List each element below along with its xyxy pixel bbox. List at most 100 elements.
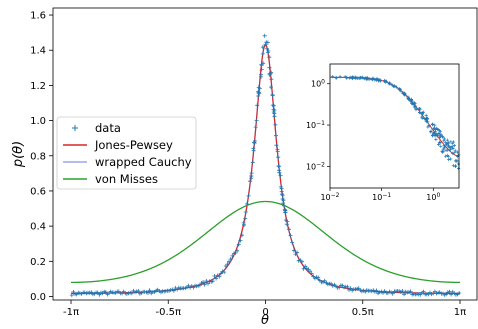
- data-point: [255, 103, 260, 108]
- inset-data-point: [432, 133, 436, 137]
- data-point: [408, 289, 413, 294]
- data-point: [271, 103, 276, 108]
- data-point: [279, 192, 284, 197]
- data-point: [262, 33, 267, 38]
- inset-y-tick-label: 100: [311, 79, 325, 89]
- data-point: [271, 110, 276, 114]
- data-point: [103, 290, 108, 295]
- data-point: [233, 251, 238, 255]
- x-tick-label: 0: [262, 307, 268, 318]
- inset-data-point: [411, 102, 415, 106]
- inset-x-tick-label: 10−2: [320, 192, 339, 202]
- inset-data-point: [401, 91, 405, 95]
- data-point: [316, 275, 321, 280]
- inset-data-point: [413, 104, 418, 108]
- inset-data-point: [418, 111, 422, 115]
- data-point: [308, 269, 313, 274]
- inset-data-point: [434, 128, 438, 132]
- data-point: [374, 288, 379, 293]
- data-point: [259, 67, 264, 72]
- inset-data-point: [388, 81, 392, 85]
- data-point: [284, 222, 289, 227]
- data-point: [288, 233, 293, 238]
- data-point: [251, 148, 256, 153]
- y-tick-label: 1.2: [30, 81, 46, 92]
- data-point: [269, 77, 274, 82]
- data-point: [390, 291, 395, 296]
- inset-data-point: [441, 135, 445, 139]
- data-point: [248, 179, 253, 184]
- data-point: [250, 160, 255, 165]
- inset-data-point: [434, 137, 438, 142]
- data-point: [236, 242, 241, 247]
- data-point: [402, 292, 407, 297]
- inset-data-point: [442, 139, 446, 143]
- data-point: [214, 276, 219, 281]
- data-point: [269, 85, 273, 90]
- data-point: [230, 253, 235, 258]
- data-point: [243, 216, 248, 221]
- data-point: [301, 266, 306, 271]
- inset-data-point: [450, 141, 454, 145]
- data-point: [277, 164, 281, 169]
- y-tick-label: 0.8: [30, 151, 46, 162]
- data-point: [256, 94, 261, 98]
- inset-data-point: [414, 108, 418, 112]
- legend-frame: [56, 116, 197, 190]
- inset-data-point: [455, 159, 459, 163]
- inset-data-point: [447, 158, 451, 162]
- data-point: [295, 250, 300, 255]
- inset-data-point: [442, 137, 447, 141]
- data-point: [449, 292, 454, 297]
- main-plot: -1π -0.5π 0 0.5π 1π 0.0 0.2 0.4 0.6 0.8 1.0 1.2 1.4…: [30, 7, 478, 318]
- data-point: [259, 63, 264, 68]
- data-point: [201, 280, 206, 285]
- data-point: [274, 143, 279, 148]
- data-point: [260, 51, 265, 56]
- data-point: [285, 219, 290, 224]
- inset-data-point: [371, 77, 375, 81]
- data-point: [129, 291, 134, 296]
- series-line-von-misses: [71, 200, 460, 284]
- inset-data-point: [444, 154, 448, 158]
- data-point: [274, 133, 278, 138]
- data-point: [256, 85, 261, 90]
- inset-x-tick-label: 10−1: [372, 192, 391, 202]
- data-point: [329, 281, 334, 286]
- legend-label: von Misses: [95, 172, 158, 186]
- data-point: [206, 281, 210, 286]
- inset-data-point: [455, 150, 460, 154]
- data-point: [457, 291, 462, 295]
- inset-data-point: [437, 131, 441, 135]
- data-point: [171, 288, 176, 293]
- inset-data-point: [335, 76, 339, 80]
- inset-data-point: [351, 75, 355, 79]
- legend-label: Jones-Pewsey: [94, 138, 173, 152]
- inset-data-point: [442, 143, 446, 148]
- inset-data-point: [430, 122, 434, 126]
- inset-data-point: [444, 140, 448, 145]
- data-point: [290, 240, 295, 245]
- y-tick-label: 0.6: [30, 186, 46, 197]
- data-point: [212, 274, 217, 278]
- inset-data-point: [420, 115, 424, 119]
- inset-data-point: [431, 127, 435, 131]
- data-point: [345, 284, 350, 289]
- data-point: [273, 122, 278, 127]
- inset-data-point: [436, 142, 441, 147]
- inset-data-point: [448, 148, 452, 152]
- y-tick-label: 0.0: [30, 292, 46, 303]
- data-point: [265, 46, 270, 51]
- inset-data-point: [451, 151, 455, 155]
- data-point: [252, 141, 257, 146]
- inset-data-point: [406, 96, 410, 100]
- inset-data-point: [399, 89, 403, 93]
- data-point: [287, 227, 291, 232]
- data-point: [210, 279, 215, 284]
- inset-data-point: [436, 127, 440, 131]
- inset-data-point: [425, 117, 429, 121]
- y-tick-label: 1.4: [30, 46, 46, 57]
- data-point: [266, 49, 271, 53]
- inset-data-point: [446, 155, 450, 159]
- x-axis-label: θ: [261, 313, 269, 328]
